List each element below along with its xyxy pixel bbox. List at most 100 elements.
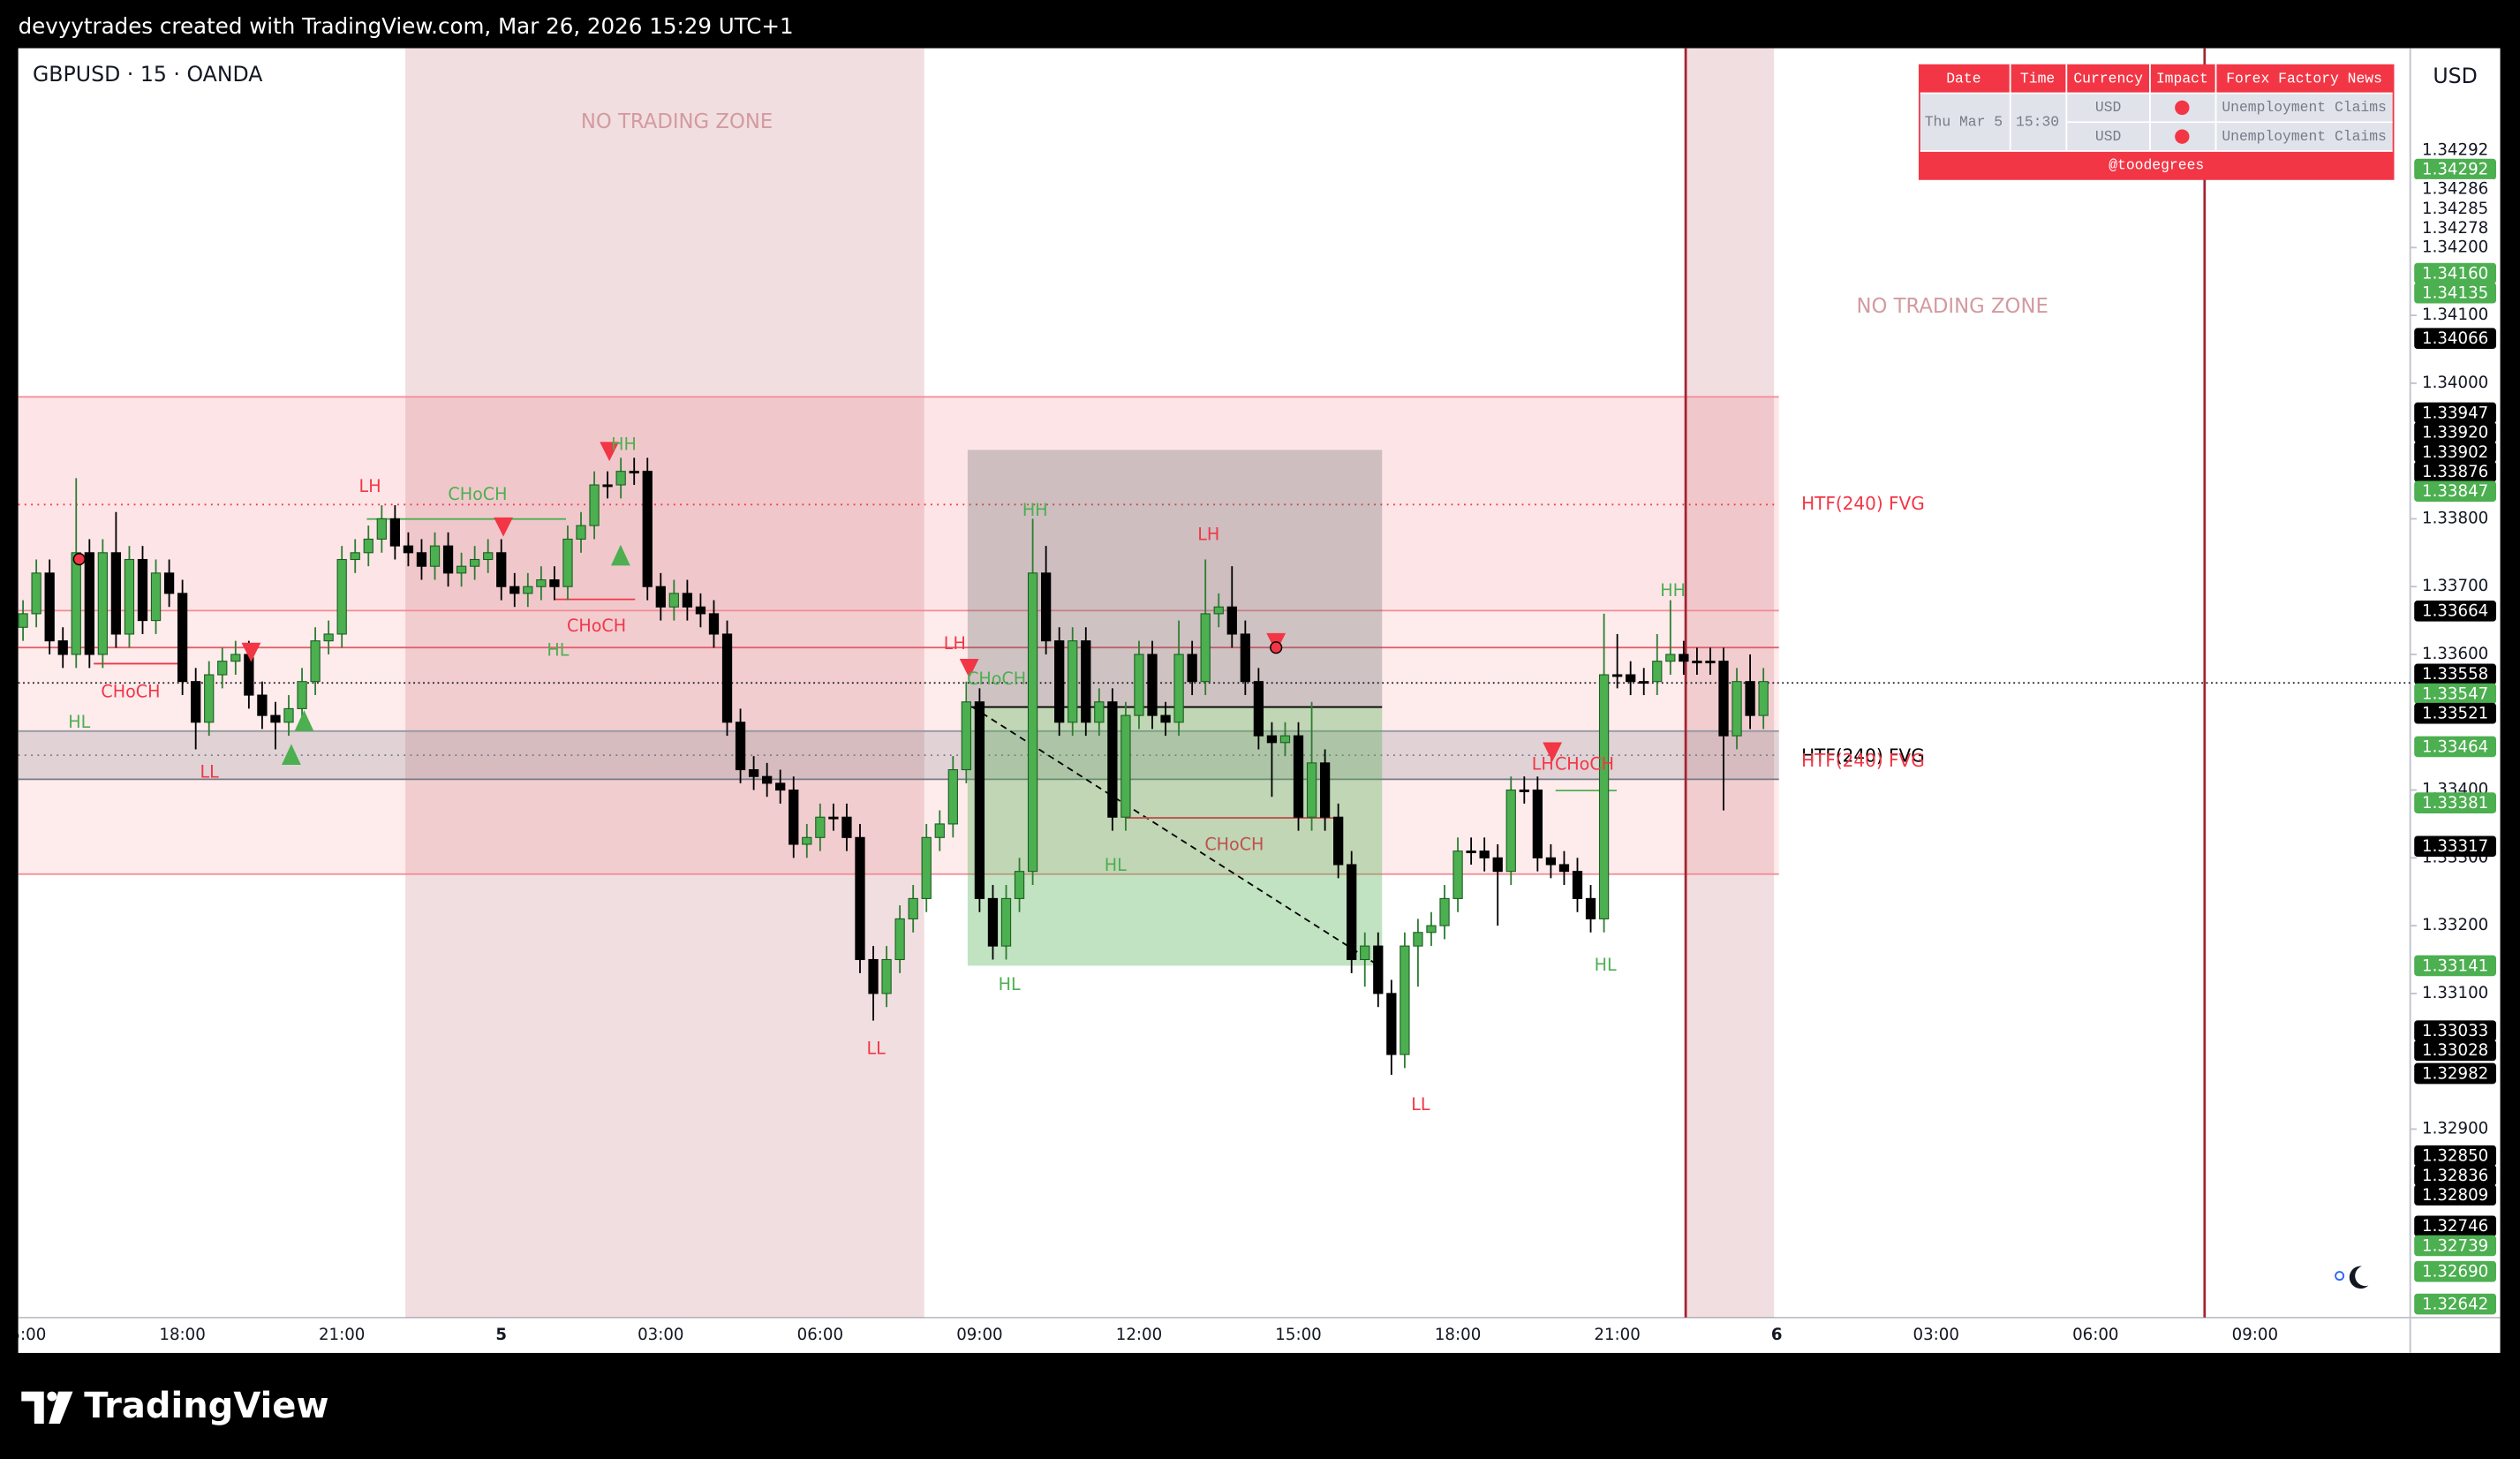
candle-body <box>57 640 68 655</box>
candle-body <box>894 918 905 961</box>
candle-body <box>429 545 441 567</box>
price-badge-label: 1.34292 <box>2422 161 2488 179</box>
candle-body <box>270 714 281 723</box>
candle-body <box>204 674 215 723</box>
price-badge-label: 1.33547 <box>2422 684 2488 703</box>
candle-body <box>336 558 347 635</box>
candle-body <box>350 552 360 561</box>
candle-body <box>1439 897 1450 926</box>
y-tick-label: 1.32900 <box>2422 1119 2488 1138</box>
candle-body <box>695 606 706 615</box>
candle-body <box>363 538 373 554</box>
structure-label: HL <box>1105 855 1127 875</box>
structure-label: HH <box>1022 500 1048 520</box>
x-tick-label: 06:00 <box>2072 1326 2118 1344</box>
logo-mark[interactable] <box>49 1391 73 1424</box>
candle-body <box>1639 681 1649 684</box>
candle-body <box>748 768 759 777</box>
candle-body <box>921 836 932 899</box>
price-badge-label: 1.33558 <box>2422 665 2488 684</box>
price-badge <box>2415 178 2496 199</box>
logo-mark[interactable] <box>21 1391 44 1424</box>
header-title: devyytrades created with TradingView.com… <box>19 13 794 39</box>
x-tick-label: 21:00 <box>1594 1326 1640 1344</box>
candle-body <box>1585 897 1596 919</box>
structure-label: HL <box>68 712 90 732</box>
price-badge-label: 1.33902 <box>2422 443 2488 462</box>
title-bg <box>23 59 264 92</box>
signal-markers <box>72 442 1563 766</box>
price-badge <box>2414 601 2497 622</box>
candle-body <box>1558 864 1570 873</box>
candle-body <box>376 518 387 541</box>
candle-body <box>230 654 241 662</box>
candle-body <box>483 552 494 561</box>
price-badge <box>2414 1235 2497 1257</box>
table-cell: Unemployment Claims <box>2222 128 2387 145</box>
price-badge-label: 1.33847 <box>2422 482 2488 501</box>
theme-icon[interactable] <box>2335 1266 2369 1289</box>
price-badge-label: 1.34286 <box>2422 180 2488 199</box>
candle-body <box>1452 850 1463 899</box>
candle-body <box>1040 572 1052 642</box>
candle-body <box>1306 762 1317 818</box>
news-table: Date Time Currency Impact Forex Factory … <box>1918 64 2395 180</box>
price-badge-label: 1.34285 <box>2422 200 2488 218</box>
candle-body <box>1519 790 1529 792</box>
candle-body <box>1679 654 1689 662</box>
price-badge-label: 1.33464 <box>2422 737 2488 756</box>
candle-body <box>1360 945 1370 961</box>
table-header: Impact <box>2156 70 2208 87</box>
x-tick-label: 18:00 <box>159 1326 205 1344</box>
candle-body <box>721 633 733 723</box>
table-footer: @toodegrees <box>2109 157 2204 174</box>
structure-label: HH <box>611 434 637 454</box>
candle-body <box>1732 681 1742 737</box>
price-badge <box>2414 1039 2497 1062</box>
candle-body <box>217 661 228 676</box>
candle-body <box>110 552 122 635</box>
price-badge-label: 1.33947 <box>2422 404 2488 422</box>
table-cell: USD <box>2095 128 2121 145</box>
x-tick-label: 03:00 <box>1913 1326 1959 1344</box>
moon-icon[interactable] <box>2349 1266 2369 1289</box>
candle-body <box>509 586 520 594</box>
brand[interactable]: TradingView <box>84 1386 328 1426</box>
price-axis: 1.34200 1.34100 1.34000 1.33800 1.33700 1.336… <box>2410 140 2497 1315</box>
candle-body <box>576 525 586 541</box>
price-badge-label: 1.32690 <box>2422 1263 2488 1281</box>
structure-label: HL <box>1595 955 1617 975</box>
price-badge-label: 1.32982 <box>2422 1064 2488 1083</box>
price-badge-label: 1.33876 <box>2422 463 2488 481</box>
candle-body <box>137 558 148 622</box>
price-badge <box>2414 1260 2497 1282</box>
sun-icon[interactable] <box>2335 1271 2345 1281</box>
logo-mark[interactable] <box>47 1391 57 1402</box>
structure-label: HL <box>547 639 569 660</box>
candle-body <box>947 768 958 825</box>
candle-body <box>1027 572 1038 873</box>
price-badge <box>2414 736 2497 758</box>
candle-body <box>389 518 401 547</box>
candle-body <box>1626 674 1636 683</box>
candle-body <box>1266 735 1278 744</box>
candle-body <box>297 681 307 709</box>
structure-label: LH <box>944 633 966 654</box>
candle-body <box>1745 681 1755 716</box>
y-tick-label: 1.34000 <box>2422 374 2488 392</box>
candle-body <box>881 958 892 994</box>
x-tick-label: 6 <box>1771 1326 1783 1344</box>
candle-body <box>18 613 28 628</box>
candle-body <box>1532 790 1543 858</box>
candle-body <box>1466 850 1476 854</box>
tradingview-logo[interactable]: TradingView <box>21 1386 328 1426</box>
candle-body <box>987 897 999 947</box>
candle-body <box>1068 640 1078 723</box>
buy-marker <box>281 744 301 766</box>
price-badge-label: 1.33317 <box>2422 837 2488 856</box>
candle-body <box>629 471 639 474</box>
x-tick-label: 15:00 <box>0 1326 46 1344</box>
candle-body <box>1386 993 1397 1055</box>
candle-body <box>523 586 533 594</box>
